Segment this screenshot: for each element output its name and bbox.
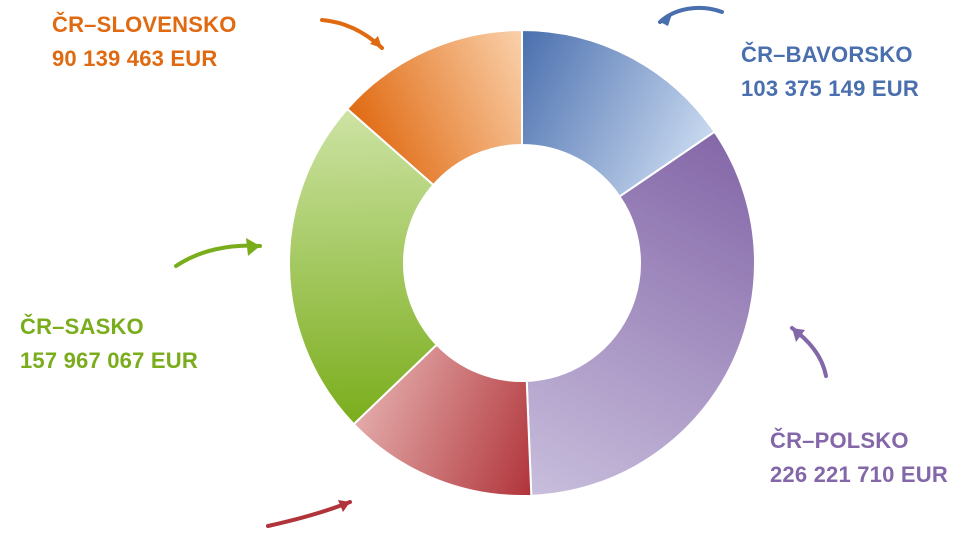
series-name: ČR–POLSKO [770, 428, 909, 453]
arrow-sasko-icon [174, 238, 262, 268]
series-value: 103 375 149 EUR [741, 76, 919, 102]
arrow-bavorsko-icon [658, 5, 724, 26]
series-value: 157 967 067 EUR [20, 348, 198, 374]
series-name: ČR–BAVORSKO [741, 42, 913, 67]
series-name: ČR–SLOVENSKO [52, 12, 237, 37]
series-name: ČR–SASKO [20, 314, 144, 339]
arrow-slovensko-icon [320, 18, 384, 50]
donut-slice [345, 28, 523, 187]
label-cr-sasko: ČR–SASKO 157 967 067 EUR [20, 310, 198, 378]
donut-slice [288, 107, 439, 426]
label-cr-slovensko: ČR–SLOVENSKO 90 139 463 EUR [52, 8, 237, 76]
label-cr-bavorsko: ČR–BAVORSKO 103 375 149 EUR [741, 38, 919, 106]
series-value: 90 139 463 EUR [52, 46, 218, 72]
donut-slice [525, 130, 756, 497]
donut-slice [521, 28, 716, 198]
arrow-partner-icon [266, 500, 352, 528]
arrow-polsko-icon [790, 326, 828, 378]
series-value: 226 221 710 EUR [770, 462, 948, 488]
label-cr-polsko: ČR–POLSKO 226 221 710 EUR [770, 424, 948, 492]
